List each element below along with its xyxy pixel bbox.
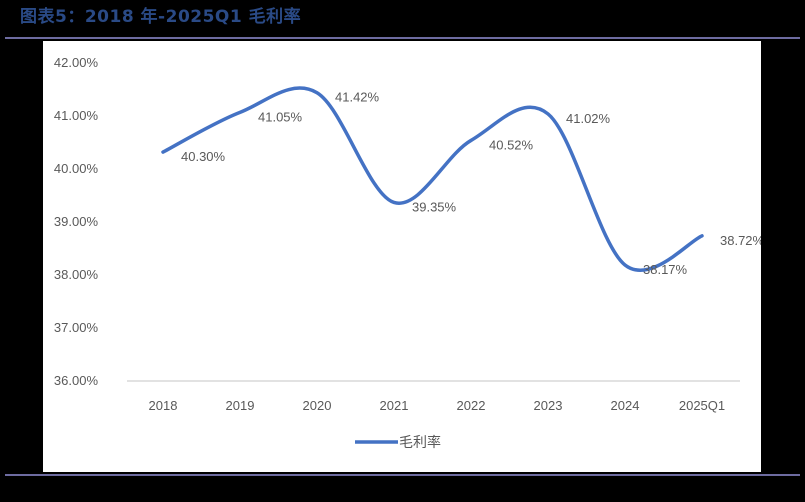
series-line-gross-margin [161, 86, 704, 272]
line-chart: 42.00% 41.00% 40.00% 39.00% 38.00% 37.00% 36.0… [54, 55, 765, 450]
data-label: 41.05% [258, 109, 303, 124]
bottom-rule [5, 474, 800, 476]
y-tick-label: 40.00% [54, 161, 99, 176]
data-label: 41.42% [335, 90, 380, 105]
top-rule [5, 37, 800, 39]
data-label: 38.17% [643, 262, 688, 277]
x-tick-label: 2025Q1 [679, 398, 725, 413]
data-label: 39.35% [412, 199, 457, 214]
y-tick-label: 37.00% [54, 320, 99, 335]
y-tick-label: 39.00% [54, 214, 99, 229]
x-tick-label: 2021 [380, 398, 409, 413]
y-tick-label: 38.00% [54, 267, 99, 282]
data-label: 40.30% [181, 149, 226, 164]
chart-panel: 42.00% 41.00% 40.00% 39.00% 38.00% 37.00% 36.0… [43, 41, 765, 472]
figure-title: 图表5：2018 年-2025Q1 毛利率 [20, 7, 302, 27]
y-tick-label: 42.00% [54, 55, 99, 70]
x-tick-label: 2020 [303, 398, 332, 413]
legend-label: 毛利率 [399, 434, 441, 450]
data-label: 38.72% [720, 233, 761, 248]
x-tick-label: 2019 [226, 398, 255, 413]
x-tick-label: 2022 [457, 398, 486, 413]
data-label: 41.02% [566, 111, 611, 126]
data-label: 40.52% [489, 137, 534, 152]
x-tick-label: 2024 [611, 398, 640, 413]
x-tick-label: 2018 [149, 398, 178, 413]
y-tick-label: 41.00% [54, 108, 99, 123]
x-tick-label: 2023 [534, 398, 563, 413]
y-tick-label: 36.00% [54, 373, 99, 388]
